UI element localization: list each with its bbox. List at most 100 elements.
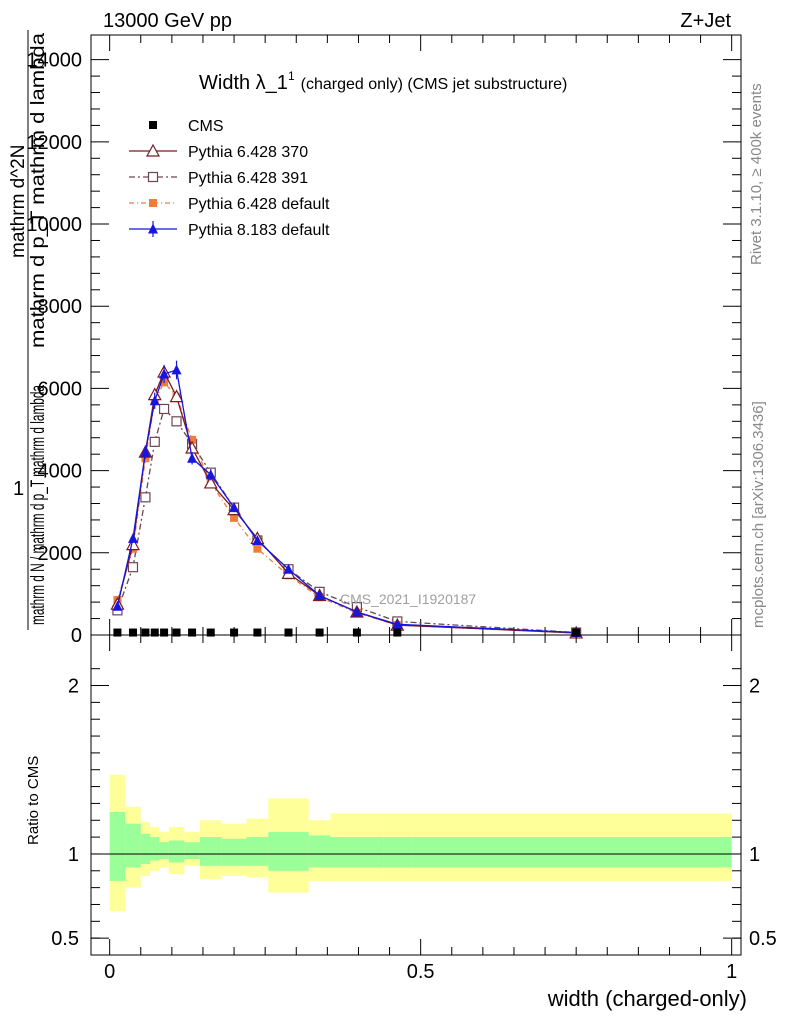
data-point [127,562,139,573]
data-point [140,446,151,457]
ylabel-one: 1 [13,478,24,500]
legend-label: Pythia 6.428 default [188,196,330,213]
main-y-ticks: 0 2000 4000 6000 8000 10000 12000 14000 [26,50,741,647]
data-point [171,364,182,375]
data-point [128,628,137,637]
data-point [187,452,198,463]
data-point [150,628,159,637]
data-point [171,416,182,427]
data-point [572,628,581,637]
data-point [112,600,123,611]
y-tick-label: 2000 [38,543,83,565]
series-line [116,407,577,634]
x-tick-label: 0 [104,961,115,983]
data-point [148,223,158,234]
legend-entry: Pythia 6.428 370 [129,143,308,161]
y-tick-label: 0 [71,625,82,647]
ratio-y-label: Ratio to CMS [25,756,42,845]
data-point [149,395,160,406]
data-point [141,628,150,637]
data-point [158,403,170,415]
process-label: Z+Jet [680,10,731,32]
series-cms [113,628,581,637]
data-point [206,628,215,637]
x-axis-label: width (charged-only) [547,986,747,1011]
rivet-label: Rivet 3.1.10, ≥ 400k events [748,83,765,265]
watermark: CMS_2021_I1920187 [340,591,476,607]
series-pythia-8-183-default [112,360,582,638]
y-tick-label: 8000 [38,296,83,318]
data-point [230,628,239,637]
data-point [140,492,151,503]
ylabel-numerator: mathrm d^2N [8,145,29,258]
ratio-y-tick-label: 0.5 [51,928,79,950]
legend-entry: Pythia 6.428 default [129,196,330,213]
legend-entry: Pythia 6.428 391 [129,170,308,187]
main-y-axis-label: 1 mathrm d^2N mathrm d p_T mathrm d lamb… [8,30,49,630]
x-tick-label: 0.5 [407,961,435,983]
chart-title: Width λ_11 (charged only) (CMS jet substr… [199,69,567,94]
data-point [315,628,324,637]
ratio-frame [90,634,742,956]
ratio-plot-panel: 0.5 0.51 12 2 0 0.5 1 Ratio to CMS width (cha… [25,634,777,1011]
band-inner [150,837,160,861]
band-inner [308,835,331,868]
site-label: mcplots.cern.ch [arXiv:1306.3436] [750,401,767,628]
band-inner [383,837,412,868]
data-point [205,469,216,480]
data-point [252,534,263,545]
data-point [127,532,138,543]
data-point [393,628,402,637]
data-point [314,590,325,601]
band-inner [411,837,732,868]
data-point [125,537,140,551]
band-inner [109,811,126,881]
legend-entry: Pythia 8.183 default [129,221,330,239]
ratio-y-tick-label-right: 1 [749,844,760,866]
legend-label: Pythia 6.428 391 [188,170,308,187]
y-tick-label: 6000 [38,378,83,400]
data-point [160,628,169,637]
data-point [149,199,157,207]
ratio-bands [91,774,741,912]
ylabel-numerator-b: mathrm d p_T mathrm d lambda [28,33,49,348]
data-point [188,435,197,444]
series-line [116,381,577,634]
main-plot-panel: 0 2000 4000 6000 8000 10000 12000 14000 CMS_202… [26,34,742,647]
y-tick-label: 12000 [26,132,82,154]
data-point [149,436,160,447]
legend: CMS Pythia 6.428 370 Pythia 6.428 391 Pythi… [129,118,330,239]
y-tick-label: 14000 [26,50,82,72]
y-tick-label: 10000 [26,214,82,236]
data-point [351,606,362,617]
title-sub: (charged only) (CMS jet substructure) [301,76,568,93]
data-point [147,171,159,183]
data-point [253,544,262,553]
data-point [230,513,239,522]
legend-label: Pythia 8.183 default [188,222,330,239]
title-sup: 1 [288,69,295,83]
y-tick-label: 4000 [38,461,83,483]
band-inner [246,837,269,866]
legend-label: Pythia 6.428 370 [188,144,308,161]
ylabel-numerator-c: mathrm d N / mathrm d p_T mathrm d lambd… [28,385,49,625]
band-inner [125,823,141,868]
legend-label: CMS [188,118,224,135]
band-inner [199,837,222,866]
ratio-y-tick-label-right: 2 [749,676,760,698]
data-point [149,121,157,129]
data-point [392,618,403,629]
x-tick-label: 1 [726,961,737,983]
legend-entry: CMS [149,118,224,135]
band-inner [159,842,169,859]
band-inner [184,842,200,859]
data-point [113,628,122,637]
data-point [229,502,240,513]
band-inner [268,832,309,871]
data-point [172,628,181,637]
ratio-y-tick-label-right: 0.5 [749,928,777,950]
energy-label: 13000 GeV pp [103,10,232,32]
ratio-x-ticks: 0 0.5 1 [104,635,737,983]
data-point [283,563,294,574]
